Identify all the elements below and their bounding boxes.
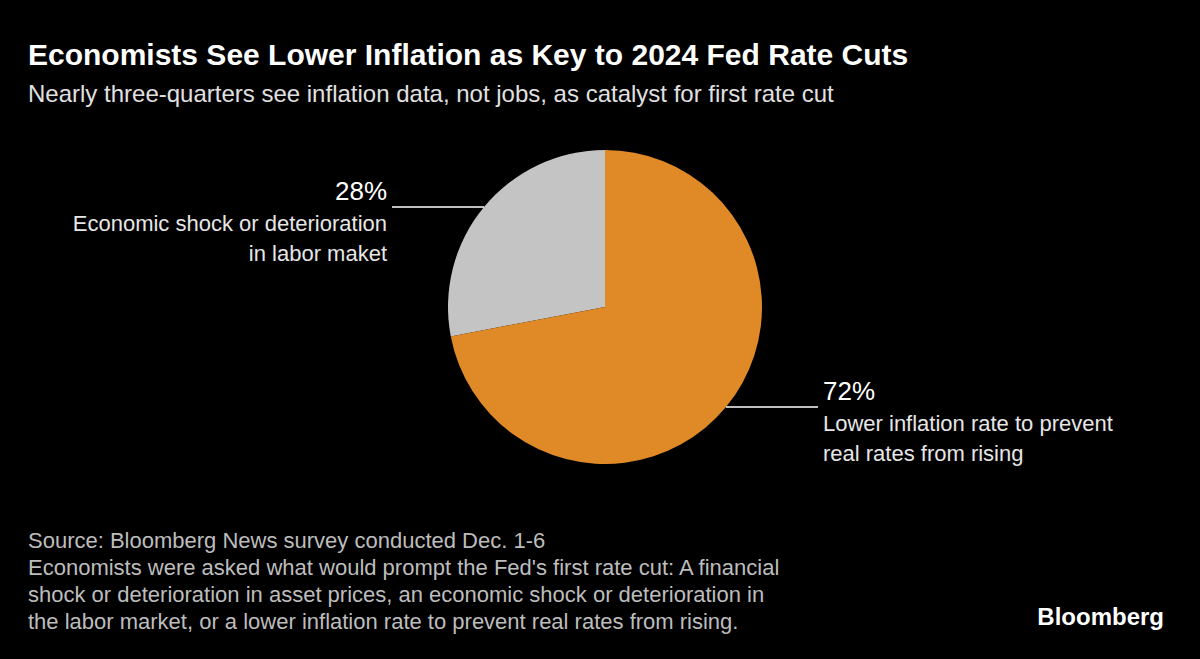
svg-text:72%: 72% — [823, 376, 875, 406]
svg-text:in labor maket: in labor maket — [249, 241, 387, 266]
html-text:Economists See Lower Inflation: Economists See Lower Inflation as Key to… — [28, 38, 909, 71]
html-text:the labor market, or a lower i: the labor market, or a lower inflation r… — [28, 609, 739, 634]
html-text:shock or deterioration in asse: shock or deterioration in asset prices, … — [28, 582, 765, 607]
html-text:Economists were asked what wou: Economists were asked what would prompt … — [28, 555, 780, 580]
html-text:Nearly three-quarters see infl: Nearly three-quarters see inflation data… — [28, 80, 834, 107]
svg-text:real rates from rising: real rates from rising — [823, 441, 1024, 466]
svg-text:Lower inflation rate to preven: Lower inflation rate to prevent — [823, 411, 1113, 436]
svg-text:28%: 28% — [335, 176, 387, 206]
html-text:Bloomberg: Bloomberg — [1037, 603, 1164, 630]
html-text:Source: Bloomberg News survey: Source: Bloomberg News survey conducted … — [28, 528, 546, 553]
svg-text:Economic shock or deterioratio: Economic shock or deterioration — [73, 211, 387, 236]
